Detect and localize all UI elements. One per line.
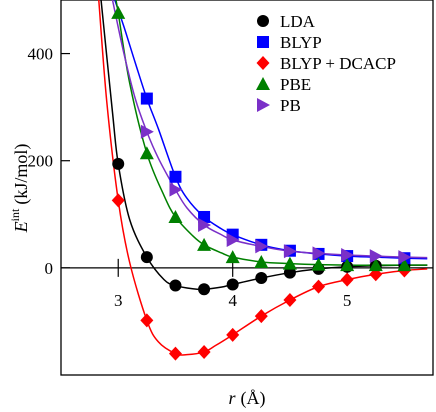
point-pb (198, 218, 212, 232)
x-tick-label: 3 (114, 291, 123, 310)
point-pbe (225, 250, 240, 264)
y-axis-symbol: E (11, 221, 31, 233)
data-markers (111, 5, 412, 361)
legend-marker-lda (257, 15, 269, 27)
curve-pb (111, 0, 428, 259)
y-tick-label: 0 (45, 259, 54, 278)
legend-label-lda: LDA (280, 12, 316, 31)
point-lda (255, 272, 268, 285)
point-lda (169, 279, 182, 292)
point-blyp-dcacp (226, 327, 240, 342)
legend-label-blyp-dcacp: BLYP + DCACP (280, 54, 396, 73)
point-pbe (139, 146, 154, 160)
point-blyp-dcacp (111, 193, 125, 208)
point-blyp-dcacp (254, 309, 268, 324)
x-axis-symbol: r (228, 388, 236, 408)
legend-marker-pb (257, 98, 270, 112)
point-lda (198, 283, 211, 296)
legend-label-blyp: BLYP (280, 33, 322, 52)
point-pbe (111, 5, 126, 19)
legend-label-pbe: PBE (280, 75, 311, 94)
x-tick-label: 5 (343, 291, 352, 310)
point-pbe (168, 209, 183, 223)
point-pb (341, 248, 355, 262)
point-blyp (169, 170, 182, 183)
point-pbe (197, 237, 212, 251)
point-blyp-dcacp (312, 279, 326, 294)
point-pbe (254, 254, 269, 268)
point-lda (226, 278, 239, 291)
point-pb (169, 182, 183, 197)
point-pb (226, 233, 240, 247)
legend-marker-blyp (257, 36, 269, 48)
point-lda (283, 266, 296, 279)
point-pbe (311, 257, 326, 271)
point-pbe (282, 256, 297, 270)
legend-label-pb: PB (280, 96, 301, 115)
point-blyp (140, 92, 153, 105)
point-pb (255, 239, 269, 254)
point-pb (369, 249, 383, 264)
x-tick-label: 4 (228, 291, 237, 310)
legend-marker-pbe (256, 77, 270, 90)
point-pbe (340, 258, 355, 272)
y-axis-title: Eint (kJ/mol) (8, 144, 32, 234)
point-blyp-dcacp (140, 313, 154, 328)
point-blyp-dcacp (168, 346, 182, 361)
point-pb (140, 124, 154, 139)
point-pb (398, 250, 412, 265)
point-blyp-dcacp (197, 344, 211, 359)
point-pbe (368, 258, 383, 272)
plot-frame (60, 0, 434, 376)
y-axis-unit: (kJ/mol) (11, 144, 32, 205)
legend-marker-blyp-dcacp (256, 56, 270, 70)
point-pb (283, 244, 297, 259)
x-axis-title: r (Å) (228, 388, 265, 409)
point-pbe (397, 258, 412, 272)
x-axis-unit: (Å) (241, 388, 266, 409)
y-axis-ticks: 0 200 400 (28, 45, 70, 278)
point-blyp-dcacp (340, 272, 354, 287)
point-blyp-dcacp (283, 293, 297, 307)
y-tick-label: 400 (28, 45, 54, 64)
point-lda (140, 251, 153, 264)
curve-blyp (114, 0, 428, 260)
legend: LDA BLYP BLYP + DCACP PBE PB (256, 12, 396, 115)
point-pb (312, 246, 326, 261)
point-lda (112, 157, 125, 170)
y-axis-superscript: int (8, 208, 22, 221)
y-tick-label: 200 (28, 152, 54, 171)
curve-pbe (115, 0, 428, 266)
